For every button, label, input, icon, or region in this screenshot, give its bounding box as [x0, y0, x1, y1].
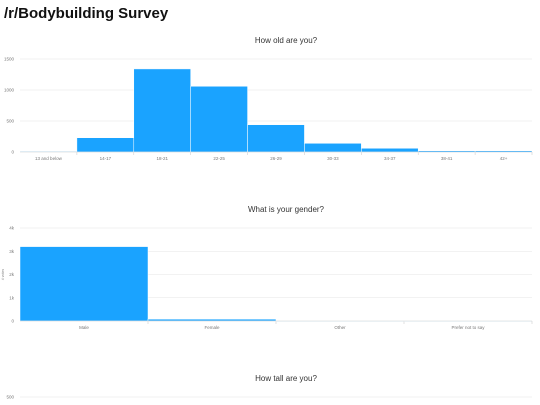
gender-bar-0 [19, 246, 149, 322]
age-ytick-label-0: 0 [11, 150, 14, 155]
gender-ytick-label-3: 3k [9, 249, 15, 254]
age-category-label-8: 42+ [500, 156, 508, 161]
gender-category-label-3: Prefer not to say [451, 325, 485, 330]
height-chart: How tall are you? 500 [6, 374, 532, 400]
gender-ytick-label-4: 4k [9, 226, 15, 231]
age-chart: How old are you? 0 500 1000 1500 13 and below… [4, 36, 533, 161]
gender-ylabel: # votes [1, 269, 5, 281]
gender-ytick-label-0: 0 [11, 319, 14, 324]
age-bar-6 [361, 148, 419, 153]
age-category-label-3: 22-25 [213, 156, 225, 161]
age-bar-1 [76, 137, 135, 153]
gender-chart-title: What is your gender? [248, 205, 325, 214]
gender-category-label-2: Other [334, 325, 346, 330]
height-chart-title: How tall are you? [255, 374, 317, 383]
age-category-label-4: 26-29 [270, 156, 282, 161]
gender-category-label-0: Male [79, 325, 89, 330]
age-bar-4 [247, 124, 305, 153]
age-category-label-0: 13 and below [35, 156, 63, 161]
gender-category-label-1: Female [204, 325, 220, 330]
age-category-label-6: 34-37 [384, 156, 396, 161]
age-ytick-label-3: 1500 [4, 57, 15, 62]
age-category-label-2: 18-21 [156, 156, 168, 161]
age-category-label-7: 38-41 [441, 156, 453, 161]
age-ytick-label-1: 500 [6, 119, 14, 124]
age-chart-title: How old are you? [255, 36, 318, 45]
age-ytick-label-2: 1000 [4, 88, 15, 93]
height-ytick-label-0: 500 [6, 395, 14, 400]
age-bar-2 [133, 68, 191, 153]
age-category-label-1: 14-17 [100, 156, 112, 161]
page-title: /r/Bodybuilding Survey [4, 5, 169, 22]
gender-ytick-label-2: 2k [9, 272, 15, 277]
age-category-label-5: 30-33 [327, 156, 339, 161]
age-bar-3 [190, 86, 248, 153]
gender-ytick-label-1: 1k [9, 295, 15, 300]
age-bar-5 [304, 143, 362, 153]
gender-chart: What is your gender? 0 1k 2k 3k 4k # votes Male… [1, 205, 533, 330]
